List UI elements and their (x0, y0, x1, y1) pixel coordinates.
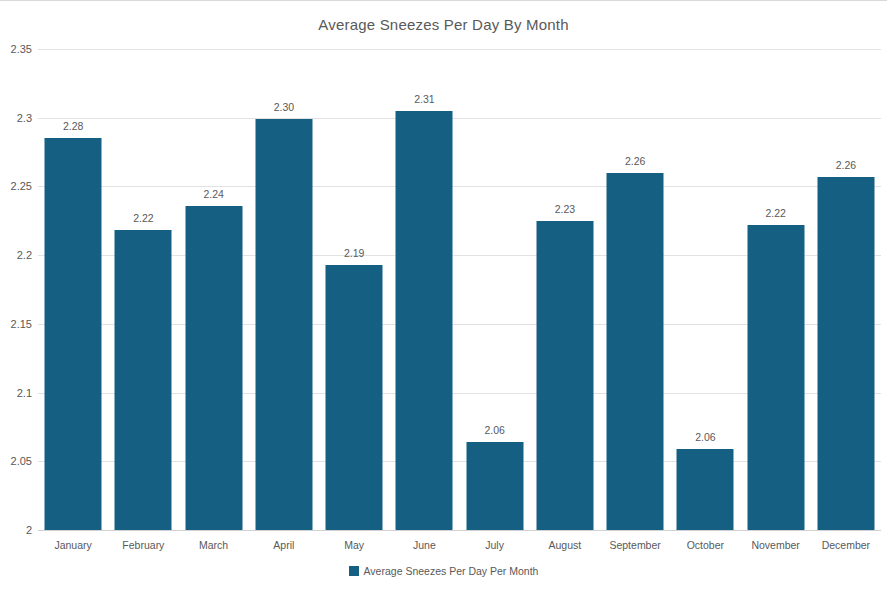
bar-value-label: 2.19 (319, 247, 389, 259)
bar-column-may: 2.19May (319, 49, 389, 530)
bar-column-february: 2.22February (108, 49, 178, 530)
bar-column-november: 2.22November (741, 49, 811, 530)
bar-value-label: 2.24 (179, 188, 249, 200)
bar (255, 119, 312, 530)
bar-column-december: 2.26December (811, 49, 881, 530)
bar-value-label: 2.28 (38, 120, 108, 132)
x-tick-label: February (108, 539, 178, 551)
bar-value-label: 2.30 (249, 101, 319, 113)
bar-value-label: 2.06 (460, 424, 530, 436)
bar-value-label: 2.26 (811, 159, 881, 171)
x-tick-label: June (389, 539, 459, 551)
y-tick-label: 2.1 (0, 387, 32, 399)
bar-value-label: 2.22 (108, 212, 178, 224)
bar-column-april: 2.30April (249, 49, 319, 530)
bar-column-march: 2.24March (179, 49, 249, 530)
y-tick-label: 2.05 (0, 455, 32, 467)
bar-column-october: 2.06October (670, 49, 740, 530)
bar (536, 221, 593, 530)
x-tick-label: August (530, 539, 600, 551)
bars-row: 2.28January2.22February2.24March2.30Apri… (38, 49, 881, 530)
x-tick-label: September (600, 539, 670, 551)
y-tick-label: 2.15 (0, 318, 32, 330)
bar (115, 230, 172, 530)
y-axis: 2.352.32.252.22.152.12.052 (0, 49, 32, 530)
x-tick-label: April (249, 539, 319, 551)
bar-value-label: 2.23 (530, 203, 600, 215)
x-tick-label: January (38, 539, 108, 551)
bar (817, 177, 874, 530)
bar (45, 138, 102, 530)
bar-column-july: 2.06July (460, 49, 530, 530)
bar-column-september: 2.26September (600, 49, 670, 530)
y-tick-label: 2 (0, 524, 32, 536)
chart-title: Average Sneezes Per Day By Month (0, 16, 887, 33)
bar-value-label: 2.06 (670, 431, 740, 443)
y-tick-label: 2.2 (0, 249, 32, 261)
x-tick-label: March (179, 539, 249, 551)
bar-column-january: 2.28January (38, 49, 108, 530)
legend: Average Sneezes Per Day Per Month (0, 565, 887, 577)
legend-label: Average Sneezes Per Day Per Month (364, 565, 539, 577)
bar-column-june: 2.31June (389, 49, 459, 530)
chart: Average Sneezes Per Day By Month 2.35 2.3… (0, 0, 887, 592)
x-tick-label: October (670, 539, 740, 551)
x-tick-label: May (319, 539, 389, 551)
y-tick-label: 2.35 (0, 43, 32, 55)
bar (326, 265, 383, 530)
bar-value-label: 2.31 (389, 93, 459, 105)
bar (185, 206, 242, 530)
bar (396, 111, 453, 530)
bar (747, 225, 804, 530)
y-tick-label: 2.25 (0, 180, 32, 192)
bar-value-label: 2.22 (741, 207, 811, 219)
x-tick-label: July (460, 539, 530, 551)
bar-value-label: 2.26 (600, 155, 670, 167)
bar (466, 442, 523, 530)
bar (607, 173, 664, 530)
legend-marker-icon (349, 566, 359, 576)
bar-column-august: 2.23August (530, 49, 600, 530)
x-tick-label: December (811, 539, 881, 551)
y-tick-label: 2.3 (0, 112, 32, 124)
x-tick-label: November (741, 539, 811, 551)
bar (677, 449, 734, 530)
plot-area: 2.28January2.22February2.24March2.30Apri… (38, 49, 881, 531)
